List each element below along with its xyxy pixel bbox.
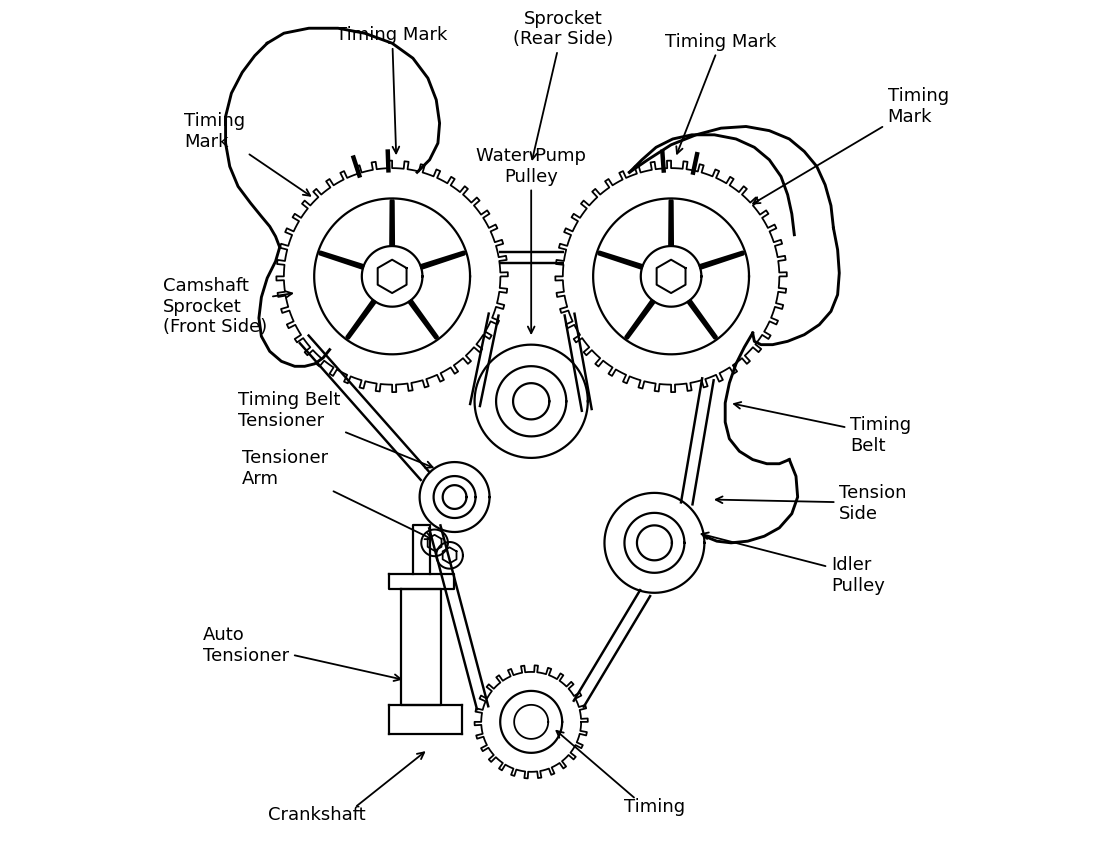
Text: Timing Mark: Timing Mark: [665, 33, 776, 154]
Text: Sprocket
(Rear Side): Sprocket (Rear Side): [512, 9, 613, 160]
Text: Timing
Mark: Timing Mark: [753, 87, 948, 204]
Text: Tensioner
Arm: Tensioner Arm: [242, 449, 431, 539]
Text: Timing
Belt: Timing Belt: [734, 403, 912, 454]
Text: Auto
Tensioner: Auto Tensioner: [203, 625, 400, 681]
Text: Camshaft
Sprocket
(Front Side): Camshaft Sprocket (Front Side): [163, 276, 292, 336]
Text: Idler
Pulley: Idler Pulley: [702, 533, 885, 594]
Text: Timing Mark: Timing Mark: [336, 26, 448, 154]
Text: Water Pump
Pulley: Water Pump Pulley: [476, 147, 587, 333]
Text: Timing
Mark: Timing Mark: [184, 112, 311, 197]
Text: Timing Belt
Tensioner: Timing Belt Tensioner: [238, 391, 433, 468]
Text: Timing: Timing: [624, 797, 685, 815]
Text: Tension
Side: Tension Side: [715, 484, 907, 522]
Text: Crankshaft: Crankshaft: [268, 805, 366, 823]
